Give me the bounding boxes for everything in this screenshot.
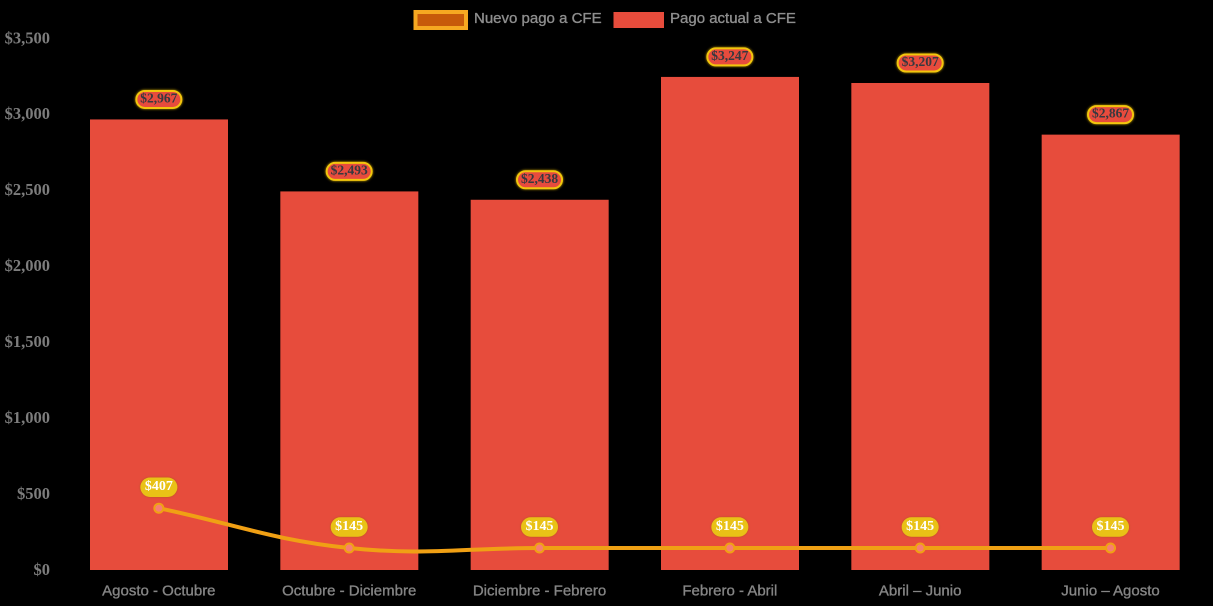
- svg-text:Diciembre - Febrero: Diciembre - Febrero: [473, 583, 606, 600]
- svg-text:$2,500: $2,500: [5, 180, 50, 199]
- svg-text:$0: $0: [34, 560, 51, 579]
- svg-text:$2,867: $2,867: [1092, 106, 1129, 121]
- svg-text:$2,967: $2,967: [140, 90, 177, 105]
- svg-text:Pago actual a CFE: Pago actual a CFE: [670, 10, 796, 27]
- svg-text:Octubre - Diciembre: Octubre - Diciembre: [282, 583, 416, 600]
- svg-text:$145: $145: [906, 519, 934, 534]
- svg-text:Febrero - Abril: Febrero - Abril: [682, 583, 777, 600]
- svg-text:$145: $145: [716, 519, 744, 534]
- svg-text:$3,000: $3,000: [5, 104, 50, 123]
- svg-text:$145: $145: [1097, 519, 1125, 534]
- svg-text:Nuevo pago a CFE: Nuevo pago a CFE: [474, 10, 602, 27]
- svg-text:$3,207: $3,207: [902, 54, 939, 69]
- svg-text:$3,500: $3,500: [5, 28, 50, 47]
- svg-text:$407: $407: [145, 479, 173, 494]
- svg-text:$145: $145: [526, 519, 554, 534]
- svg-text:$3,247: $3,247: [711, 48, 748, 63]
- svg-text:$145: $145: [335, 519, 363, 534]
- svg-text:$1,500: $1,500: [5, 332, 50, 351]
- svg-text:$2,493: $2,493: [331, 162, 368, 177]
- svg-text:$2,438: $2,438: [521, 171, 558, 186]
- svg-text:Junio – Agosto: Junio – Agosto: [1061, 583, 1159, 600]
- svg-text:$500: $500: [17, 484, 50, 503]
- svg-text:$2,000: $2,000: [5, 256, 50, 275]
- svg-text:$1,000: $1,000: [5, 408, 50, 427]
- svg-text:Agosto - Octubre: Agosto - Octubre: [102, 583, 215, 600]
- svg-text:Abril – Junio: Abril – Junio: [879, 583, 962, 600]
